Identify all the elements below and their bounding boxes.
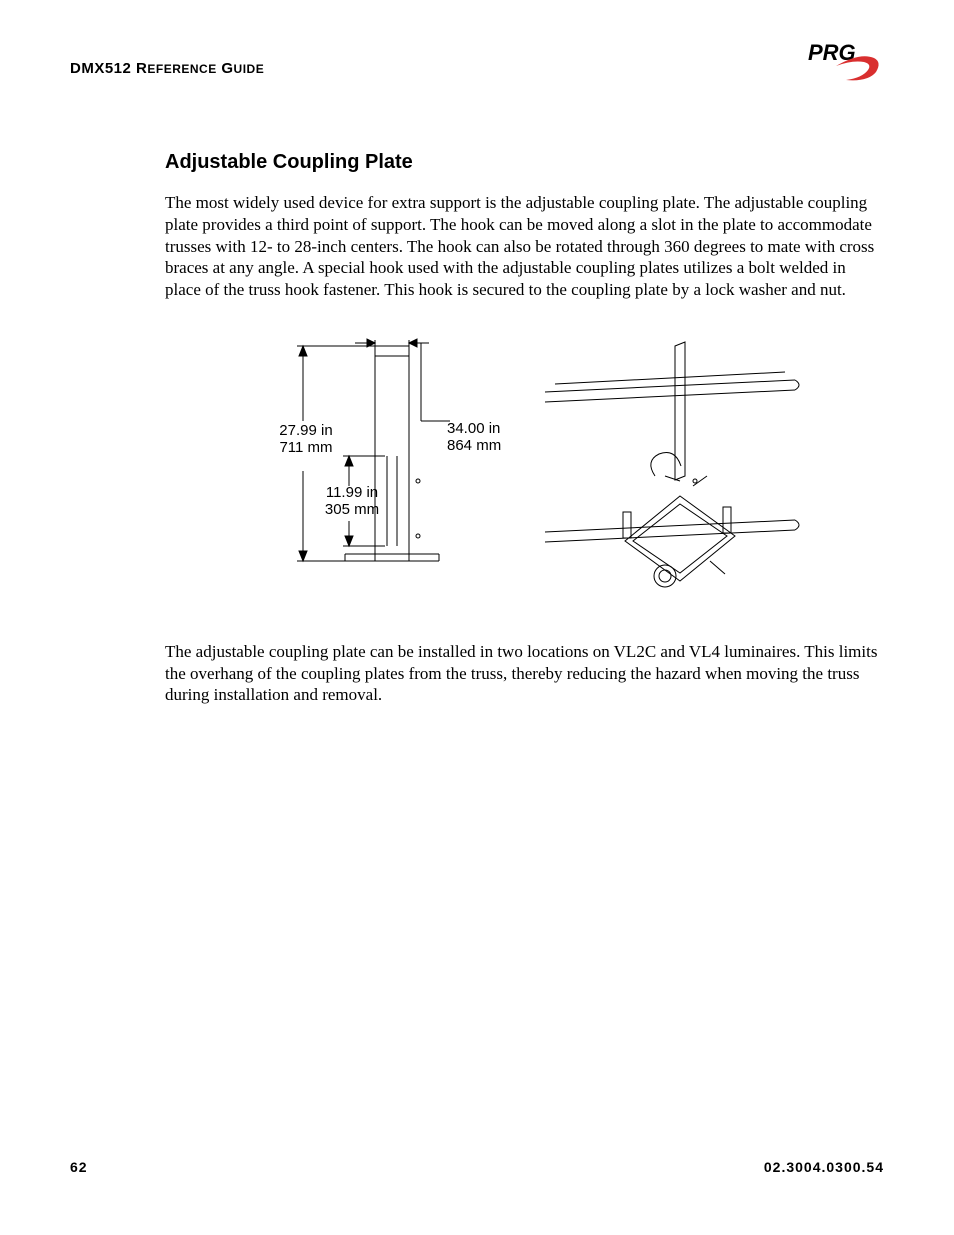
header-title-part2: EFERENCE: [147, 62, 216, 76]
page-header: DMX512 REFERENCE GUIDE PRG: [70, 60, 884, 91]
dim-width-mm: 864 mm: [447, 437, 537, 454]
dim-width: 34.00 in 864 mm: [447, 420, 537, 454]
dim-slot-height-in: 11.99 in: [307, 484, 397, 501]
section-heading: Adjustable Coupling Plate: [165, 151, 884, 174]
page-footer: 62 02.3004.0300.54: [70, 1159, 884, 1175]
dim-slot-height: 11.99 in 305 mm: [307, 484, 397, 518]
header-title-part1: DMX512 R: [70, 60, 147, 77]
header-title-part3: G: [217, 60, 234, 77]
dim-overall-height-in: 27.99 in: [261, 422, 351, 439]
page-number: 62: [70, 1159, 88, 1175]
dim-width-in: 34.00 in: [447, 420, 537, 437]
content-area: Adjustable Coupling Plate The most widel…: [165, 151, 884, 706]
prg-logo: PRG: [806, 38, 884, 91]
dim-overall-height-mm: 711 mm: [261, 439, 351, 456]
paragraph-2: The adjustable coupling plate can be ins…: [165, 641, 884, 706]
dim-slot-height-mm: 305 mm: [307, 501, 397, 518]
document-number: 02.3004.0300.54: [764, 1159, 884, 1175]
header-title: DMX512 REFERENCE GUIDE: [70, 60, 264, 77]
paragraph-1: The most widely used device for extra su…: [165, 192, 884, 301]
coupling-plate-diagram: 27.99 in 711 mm 11.99 in 305 mm 34.00 in…: [225, 326, 825, 621]
header-title-part4: UIDE: [234, 62, 265, 76]
page: DMX512 REFERENCE GUIDE PRG Adjustable Co…: [0, 0, 954, 1235]
dim-overall-height: 27.99 in 711 mm: [261, 422, 351, 456]
